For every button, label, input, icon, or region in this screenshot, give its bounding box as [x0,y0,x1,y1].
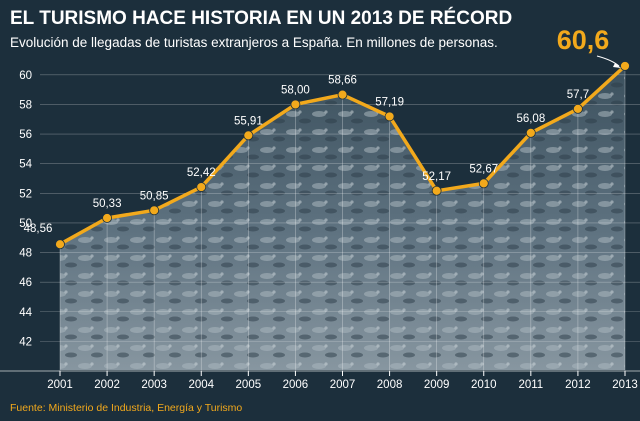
x-tick-label: 2011 [518,379,543,391]
x-tick-label: 2006 [283,379,309,391]
data-labels: 48,56 50,33 50,85 52,42 55,91 58,00 58,66 57,19… [24,75,590,236]
y-tick-label: 56 [19,129,32,141]
x-tick-label: 2013 [612,379,638,391]
y-tick-label: 48 [19,248,32,260]
gridlines [40,65,640,371]
x-tick-label: 2008 [377,379,403,391]
data-label-2004: 52,42 [187,167,216,179]
data-point-2005 [243,130,254,141]
highlight-arrowhead [613,63,621,68]
data-point-2008 [384,111,395,122]
data-label-2009: 52,17 [422,171,451,183]
data-point-2011 [525,127,536,138]
data-label-2010: 52,67 [469,163,498,175]
data-label-2001: 48,56 [24,223,53,235]
data-label-2003: 50,85 [140,190,169,202]
data-point-2007 [337,89,348,100]
data-point-2001 [55,239,65,250]
y-tick-label: 50 [19,218,32,230]
x-tick-label: 2001 [47,379,73,391]
data-label-2011: 56,08 [516,113,545,125]
chart-subtitle: Evolución de llegadas de turistas extran… [10,35,498,50]
data-label-2002: 50,33 [93,198,122,210]
data-label-2007: 58,66 [328,75,357,87]
data-label-2012: 57,7 [567,89,589,101]
x-tick-label: 2003 [141,379,167,391]
y-axis: 42 44 46 48 50 52 54 56 58 60 [19,70,32,349]
data-point-2003 [149,205,160,216]
data-points [55,61,630,250]
y-tick-label: 46 [19,277,32,289]
x-tick-label: 2010 [471,379,497,391]
x-axis: 2001 2002 2003 2004 2005 2006 2007 2008 2009 2010… [47,371,638,391]
y-tick-label: 52 [19,188,32,200]
chart-title: EL TURISMO HACE HISTORIA EN UN 2013 DE R… [10,7,512,29]
data-point-2002 [102,213,112,223]
x-tick-label: 2012 [565,379,591,391]
x-tick-label: 2009 [424,379,450,391]
data-label-2005: 55,91 [234,115,263,127]
data-point-2013 [620,61,630,71]
x-tick-label: 2002 [94,379,120,391]
data-label-2008: 57,19 [375,96,404,108]
x-tick-label: 2005 [236,379,262,391]
y-tick-label: 54 [19,159,32,171]
x-tick-label: 2007 [330,379,356,391]
data-point-2010 [478,178,489,189]
x-tick-label: 2004 [188,379,214,391]
y-tick-label: 44 [19,307,32,319]
y-tick-label: 60 [19,70,32,82]
data-point-2004 [196,182,207,192]
data-label-2006: 58,00 [281,84,310,96]
data-point-2006 [290,99,301,110]
source-note: Fuente: Ministerio de Industria, Energía… [10,402,242,414]
y-tick-label: 42 [19,336,32,348]
data-point-2009 [431,185,442,196]
y-tick-label: 58 [19,99,32,111]
data-point-2012 [573,103,583,114]
highlight-arrow [596,55,620,67]
highlight-value: 60,6 [557,25,610,55]
